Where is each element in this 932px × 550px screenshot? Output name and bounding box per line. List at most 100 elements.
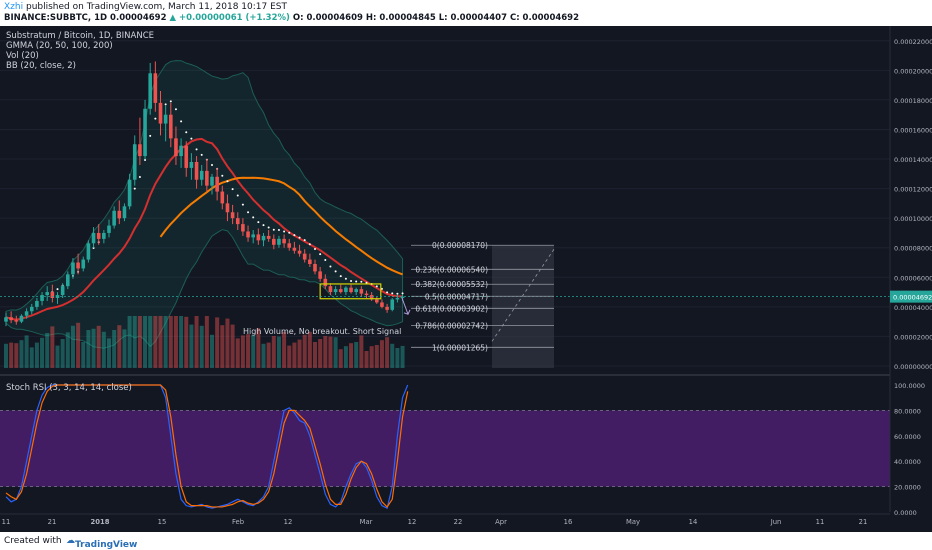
rsi-tick-label: 40.0000 — [894, 458, 921, 466]
vol-legend: Vol (20) — [6, 51, 39, 61]
volume-bar — [143, 316, 148, 368]
volume-bar — [282, 331, 287, 368]
price-tag-label: 0.00004692 — [893, 294, 932, 302]
publish-header: Xzhi published on TradingView.com, March… — [0, 0, 932, 26]
consolidation-box — [319, 283, 382, 300]
candle-body — [189, 162, 194, 168]
candle-body — [380, 302, 384, 307]
tradingview-logo[interactable]: ☁ TradingView — [66, 536, 138, 550]
candle-body — [241, 224, 245, 232]
volume-bar — [333, 337, 338, 368]
volume-bar — [173, 316, 178, 368]
time-tick-label: 12 — [284, 518, 293, 526]
candle-body — [302, 253, 307, 260]
volume-bar — [60, 339, 65, 368]
volume-bar — [225, 318, 230, 368]
ma-dot — [303, 239, 306, 242]
candle-body — [215, 176, 219, 192]
candle-body — [86, 243, 91, 260]
volume-bar — [132, 316, 137, 368]
fibonacci-retracement[interactable]: 0(0.00008170) 0.236(0.00006540) 0.382(0.00… — [401, 241, 555, 368]
rsi-tick-label: 0.0000 — [894, 509, 917, 517]
candle-body — [9, 317, 13, 321]
ma-dot — [262, 224, 265, 227]
candle-body — [76, 262, 80, 269]
volume-bar — [127, 316, 132, 368]
volume-bar — [395, 348, 400, 368]
candle-body — [369, 295, 374, 300]
candle-body — [127, 179, 132, 207]
candle-body — [112, 210, 116, 226]
price-tick-label: 0.00012000 — [894, 186, 932, 194]
ma-orange-line — [159, 176, 403, 276]
ma-dot — [231, 188, 234, 191]
chart-canvas[interactable]: 0(0.00008170) 0.236(0.00006540) 0.382(0.00… — [0, 26, 932, 532]
candle-body — [251, 234, 255, 238]
candle-body — [169, 114, 173, 139]
candle-body — [117, 210, 122, 219]
ma-dot — [293, 234, 296, 237]
volume-bar — [235, 338, 240, 368]
candle-body — [287, 243, 292, 248]
candle-body — [91, 232, 96, 244]
fib-level-label: 0.5(0.00004717) — [425, 292, 488, 301]
ma-dot — [190, 137, 193, 140]
candle-body — [102, 232, 106, 239]
annotation-text[interactable]: High Volume, No breakout. Short Signal — [243, 327, 401, 336]
footer: Created with ☁ TradingView — [0, 532, 932, 550]
ma-dot — [236, 194, 239, 197]
time-tick-label: Feb — [232, 518, 244, 526]
volume-bar — [364, 351, 369, 368]
ma-dot — [185, 131, 188, 134]
volume-bar — [117, 325, 122, 368]
axes: 0.00022000 0.00020000 0.00018000 0.00016000… — [0, 26, 932, 526]
ma-dot — [241, 203, 244, 206]
candlesticks — [0, 61, 890, 327]
volume-bar — [292, 342, 297, 368]
ma-red-line — [5, 137, 403, 321]
symbol-line: BINANCE:SUBBTC, 1D 0.00004692 ▲ +0.00000… — [4, 13, 579, 23]
candle-body — [364, 293, 369, 296]
ma-dot — [308, 243, 311, 246]
candle-body — [45, 292, 49, 296]
volume-bar — [400, 345, 405, 368]
candle-body — [50, 292, 55, 298]
author-link[interactable]: Xzhi — [4, 2, 24, 12]
time-tick-label: Apr — [495, 518, 507, 526]
volume-bar — [55, 345, 60, 368]
candle-body — [138, 144, 142, 157]
fib-level-label: 0.618(0.00003902) — [415, 304, 488, 313]
ma-dot — [324, 259, 327, 262]
volume-bar — [215, 317, 220, 368]
ma-dot — [277, 229, 280, 231]
volume-bar — [29, 347, 34, 368]
price-change: ▲ +0.00000061 (+1.32%) — [169, 13, 290, 23]
volume-bar — [153, 316, 158, 368]
fib-level-label: 0.236(0.00006540) — [415, 265, 488, 274]
symbol-label: BINANCE:SUBBTC, 1D — [4, 13, 108, 23]
ma-dot — [360, 280, 363, 283]
volume-bar — [91, 328, 96, 368]
volume-bar — [354, 342, 359, 368]
ma-dot — [247, 211, 250, 214]
rsi-tick-label: 80.0000 — [894, 407, 921, 415]
volume-bar — [204, 316, 209, 368]
volume-bar — [45, 333, 50, 368]
candle-body — [272, 238, 276, 245]
candle-body — [184, 145, 189, 168]
candle-body — [179, 145, 183, 157]
stoch-rsi-pane — [0, 384, 890, 510]
time-tick-label: 11 — [2, 518, 11, 526]
ma-dot — [149, 134, 152, 137]
time-tick-label: 21 — [859, 518, 868, 526]
candle-body — [385, 306, 389, 310]
fib-level-label: 1(0.00001265) — [432, 343, 488, 352]
candle-body — [4, 317, 8, 322]
candle-body — [338, 289, 343, 293]
price-tick-label: 0.00008000 — [894, 245, 932, 253]
candle-body — [35, 300, 39, 307]
ma-dot — [154, 117, 157, 120]
volume-bar — [379, 340, 384, 368]
candle-body — [354, 289, 358, 293]
short-arrow — [401, 297, 409, 315]
